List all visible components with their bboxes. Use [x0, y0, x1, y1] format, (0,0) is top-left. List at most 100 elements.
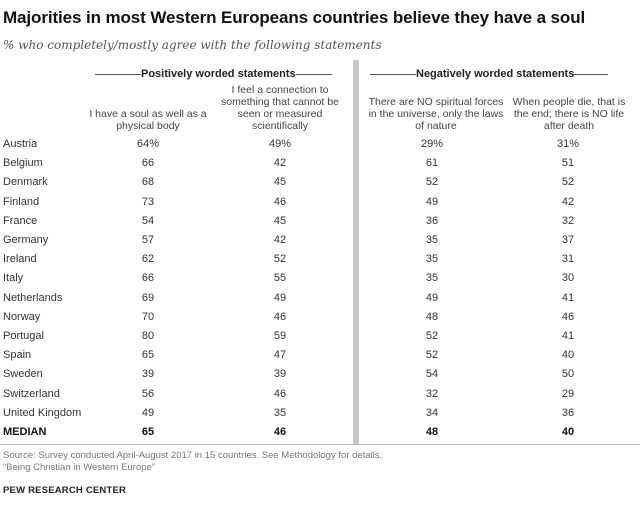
value-cell: 32	[425, 387, 439, 400]
group-label: Negatively worded statements	[416, 68, 575, 80]
value-cell: 59	[273, 330, 287, 342]
group-divider	[353, 60, 359, 445]
value-cell: 50	[561, 368, 575, 381]
value-cell: 56	[141, 387, 155, 400]
value-cell: 70	[141, 310, 155, 323]
column-header: There are NO spiritual forces in the uni…	[368, 96, 504, 132]
value-cell: 61	[425, 157, 439, 170]
value-cell: 65	[141, 349, 155, 362]
group-rule	[574, 73, 609, 75]
value-cell: 39	[273, 368, 287, 381]
table-row: Netherlands 69 49 49 41	[0, 292, 640, 311]
country-label: Netherlands	[3, 291, 63, 304]
table-row: Spain 65 47 52 40	[0, 349, 640, 368]
group-header-positive: Positively worded statements	[95, 68, 345, 80]
value-cell: 49	[273, 291, 287, 304]
table-row: Sweden 39 39 54 50	[0, 368, 640, 387]
column-header: I have a soul as well as a physical body	[89, 108, 207, 132]
value-cell: 52	[425, 176, 439, 189]
value-cell: 69	[141, 291, 155, 304]
value-cell: 29%	[420, 138, 444, 150]
value-cell: 68	[141, 176, 155, 189]
table-row: Belgium 66 42 61 51	[0, 157, 640, 176]
chart-subtitle: % who completely/mostly agree with the f…	[3, 38, 382, 52]
column-header: I feel a connection to something that ca…	[221, 84, 339, 132]
median-label: MEDIAN	[3, 426, 47, 438]
country-label: United Kingdom	[3, 406, 82, 419]
value-cell: 42	[561, 195, 575, 208]
value-cell: 46	[273, 310, 287, 323]
value-cell: 40	[561, 349, 575, 362]
value-cell: 31%	[556, 138, 580, 150]
source-line: “Being Christian in Western Europe”	[3, 462, 155, 473]
group-header-negative: Negatively worded statements	[370, 68, 628, 80]
table-row: Portugal 80 59 52 41	[0, 330, 640, 349]
group-rule	[295, 73, 332, 75]
value-cell: 40	[561, 426, 575, 438]
value-cell: 49%	[268, 138, 292, 150]
value-cell: 51	[561, 157, 575, 170]
country-label: Finland	[3, 195, 40, 208]
value-cell: 35	[425, 234, 439, 246]
value-cell: 64%	[136, 138, 160, 150]
source-note: Source: Survey conducted April-August 20…	[3, 450, 382, 474]
value-cell: 37	[561, 234, 575, 246]
group-rule	[370, 73, 416, 75]
value-cell: 52	[425, 349, 439, 362]
value-cell: 46	[561, 310, 575, 323]
value-cell: 73	[141, 195, 155, 208]
country-label: Germany	[3, 234, 49, 246]
country-label: Portugal	[3, 330, 44, 342]
value-cell: 54	[141, 214, 155, 227]
table-row: Italy 66 55 35 30	[0, 272, 640, 291]
chart-title: Majorities in most Western Europeans cou…	[3, 8, 586, 27]
value-cell: 45	[273, 214, 287, 227]
table-row: Finland 73 46 49 42	[0, 196, 640, 215]
column-header: When people die, that is the end; there …	[512, 96, 626, 132]
table-row: Denmark 68 45 52 52	[0, 176, 640, 195]
value-cell: 55	[273, 272, 287, 285]
value-cell: 35	[425, 253, 439, 266]
source-line: Source: Survey conducted April-August 20…	[3, 450, 383, 461]
value-cell: 80	[141, 330, 155, 342]
country-label: France	[3, 214, 38, 227]
value-cell: 46	[273, 387, 287, 400]
value-cell: 49	[425, 195, 439, 208]
country-label: Austria	[3, 138, 38, 150]
country-label: Ireland	[3, 253, 37, 266]
value-cell: 54	[425, 368, 439, 381]
table-row: Austria 64% 49% 29% 31%	[0, 138, 640, 157]
table-row: United Kingdom 49 35 34 36	[0, 407, 640, 426]
value-cell: 30	[561, 272, 575, 285]
value-cell: 52	[273, 253, 287, 266]
table-row: Germany 57 42 35 37	[0, 234, 640, 253]
country-label: Denmark	[3, 176, 48, 189]
country-label: Norway	[3, 310, 41, 323]
value-cell: 41	[561, 291, 575, 304]
group-rule	[95, 73, 141, 75]
value-cell: 36	[561, 406, 575, 419]
table-row: Norway 70 46 48 46	[0, 311, 640, 330]
value-cell: 48	[425, 426, 439, 438]
country-label: Spain	[3, 349, 32, 362]
country-label: Italy	[3, 272, 24, 285]
table-row: Switzerland 56 46 32 29	[0, 388, 640, 407]
value-cell: 66	[141, 272, 155, 285]
country-label: Belgium	[3, 157, 43, 170]
value-cell: 42	[273, 157, 287, 170]
value-cell: 49	[425, 291, 439, 304]
table-row: Ireland 62 52 35 31	[0, 253, 640, 272]
value-cell: 45	[273, 176, 287, 189]
brand-logo-text: PEW RESEARCH CENTER	[3, 485, 127, 496]
value-cell: 35	[425, 272, 439, 285]
value-cell: 52	[561, 176, 575, 189]
value-cell: 35	[273, 406, 287, 419]
value-cell: 49	[141, 406, 155, 419]
value-cell: 34	[425, 406, 439, 419]
table-bottom-rule	[0, 444, 640, 445]
value-cell: 39	[141, 368, 155, 381]
value-cell: 48	[425, 310, 439, 323]
value-cell: 65	[141, 426, 155, 438]
value-cell: 66	[141, 157, 155, 170]
value-cell: 41	[561, 330, 575, 342]
